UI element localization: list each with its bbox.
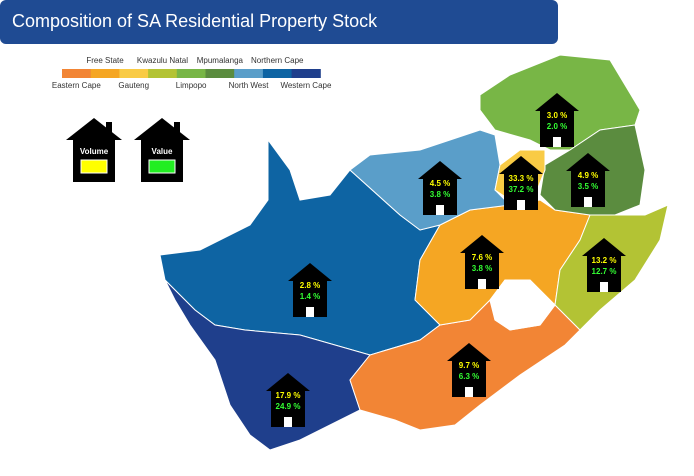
legend-label: Northern Cape <box>251 56 304 65</box>
region-house-roof <box>266 373 310 391</box>
region-house-roof <box>566 153 610 171</box>
volume-label: 4.9 % <box>578 171 598 180</box>
key-house-chimney <box>174 122 180 134</box>
legend-label: Eastern Cape <box>52 81 101 90</box>
region-house-roof <box>535 93 579 111</box>
region-house-door <box>306 307 314 317</box>
region-house-door <box>553 137 561 147</box>
key-label: Volume <box>80 147 109 156</box>
value-label: 24.9 % <box>276 402 301 411</box>
volume-label: 9.7 % <box>459 361 479 370</box>
legend-label: Mpumalanga <box>197 56 244 65</box>
volume-label: 17.9 % <box>276 391 301 400</box>
value-label: 37.2 % <box>509 185 534 194</box>
title: Composition of SA Residential Property S… <box>12 11 378 31</box>
region-house-roof <box>460 235 504 253</box>
region-house-roof <box>447 343 491 361</box>
legend-label: Limpopo <box>176 81 207 90</box>
region-house-door <box>465 387 473 397</box>
volume-label: 2.8 % <box>300 281 320 290</box>
value-label: 12.7 % <box>592 267 617 276</box>
value-label: 6.3 % <box>459 372 479 381</box>
key-house-roof <box>66 118 122 140</box>
legend-swatch <box>90 69 120 78</box>
value-label: 1.4 % <box>300 292 320 301</box>
legend-swatch <box>62 69 92 78</box>
value-label: 3.8 % <box>430 190 450 199</box>
value-label: 3.5 % <box>578 182 598 191</box>
region-house-door <box>284 417 292 427</box>
volume-label: 3.0 % <box>547 111 567 120</box>
key-house-roof <box>134 118 190 140</box>
region-house-roof <box>499 156 543 174</box>
legend-swatch <box>205 69 235 78</box>
value-label: 2.0 % <box>547 122 567 131</box>
volume-label: 13.2 % <box>592 256 617 265</box>
region-house-door <box>584 197 592 207</box>
key-house-chimney <box>106 122 112 134</box>
region-house-door <box>436 205 444 215</box>
region-house-roof <box>288 263 332 281</box>
title-bar <box>0 0 558 44</box>
legend-swatch <box>234 69 264 78</box>
region-house-roof <box>582 238 626 256</box>
legend-label: Free State <box>86 56 124 65</box>
region-house-door <box>600 282 608 292</box>
legend-label: Kwazulu Natal <box>137 56 188 65</box>
western-cape <box>164 279 371 451</box>
legend-swatch <box>262 69 293 78</box>
legend-swatch <box>148 69 178 78</box>
volume-label: 4.5 % <box>430 179 450 188</box>
key-swatch <box>80 159 108 174</box>
value-label: 3.8 % <box>472 264 492 273</box>
region-house-door <box>517 200 525 210</box>
legend-swatch <box>176 69 206 78</box>
legend-swatch <box>119 69 149 78</box>
key-label: Value <box>152 147 173 156</box>
legend-label: Gauteng <box>118 81 149 90</box>
region-house-door <box>478 279 486 289</box>
legend-label: Western Cape <box>280 81 332 90</box>
legend-swatch <box>291 69 321 78</box>
key-swatch <box>148 159 176 174</box>
lesotho <box>489 279 556 331</box>
legend-label: North West <box>229 81 270 90</box>
volume-label: 7.6 % <box>472 253 492 262</box>
volume-label: 33.3 % <box>509 174 534 183</box>
region-house-roof <box>418 161 462 179</box>
